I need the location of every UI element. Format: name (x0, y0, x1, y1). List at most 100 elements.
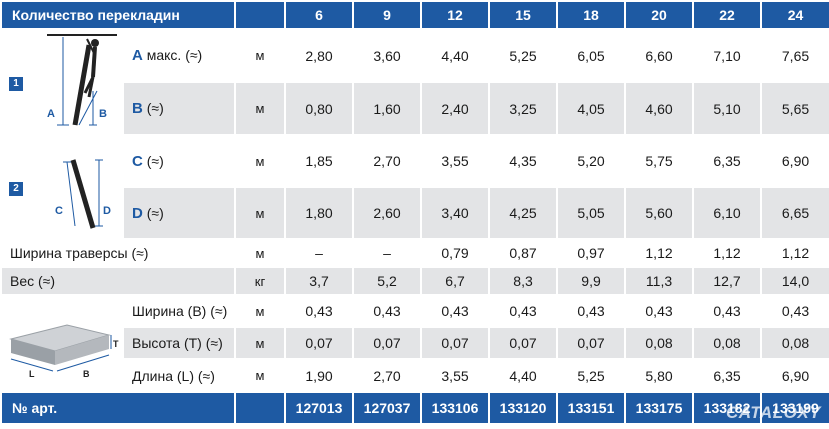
ladder-label-a: A (47, 108, 55, 120)
row-unit: м (234, 28, 287, 83)
table-cell: 4,40 (420, 28, 491, 83)
table-cell: 6,35 (692, 134, 763, 188)
table-cell: 0,43 (556, 294, 627, 328)
article-number: 127013 (284, 391, 355, 425)
article-number: 127037 (352, 391, 423, 425)
table-row: Вес (≈) кг 3,7 5,2 6,7 8,3 9,9 11,3 12,7… (0, 266, 829, 296)
table-cell: 5,75 (624, 134, 695, 188)
package-icon: T L B (0, 294, 124, 393)
table-cell: 1,90 (284, 358, 355, 393)
table-cell: 4,05 (556, 81, 627, 136)
table-row: 2 C D C (≈) м 1,85 2,70 3,55 4,35 5,20 5… (0, 134, 829, 240)
header-rungs: 20 (624, 0, 695, 30)
table-cell: 2,70 (352, 358, 423, 393)
header-rungs: 12 (420, 0, 491, 30)
package-label-t: T (113, 339, 119, 349)
table-cell: 0,79 (420, 238, 491, 268)
header-title: Количество перекладин (0, 0, 237, 30)
table-cell: 0,80 (284, 81, 355, 136)
table-cell: 3,25 (488, 81, 559, 136)
row-unit: м (234, 186, 287, 240)
table-cell: 9,9 (556, 266, 627, 296)
row-label: C (≈) (121, 134, 237, 188)
table-cell: 0,08 (760, 326, 829, 360)
table-cell: 12,7 (692, 266, 763, 296)
group2-badge: 2 (9, 182, 23, 196)
table-cell: 2,70 (352, 134, 423, 188)
ladder-leaning-drawing: A B (47, 33, 117, 125)
group1-badge: 1 (9, 77, 23, 91)
article-label: № арт. (0, 391, 237, 425)
table-cell: 1,12 (692, 238, 763, 268)
table-cell: 0,43 (352, 294, 423, 328)
row-unit: м (234, 294, 287, 328)
row-unit: м (234, 326, 287, 360)
package-label-b: B (83, 369, 90, 379)
table-cell: 6,90 (760, 134, 829, 188)
table-cell: 0,07 (556, 326, 627, 360)
header-rungs: 22 (692, 0, 763, 30)
table-cell: 1,85 (284, 134, 355, 188)
table-row: Высота (T) (≈) м 0,07 0,07 0,07 0,07 0,0… (1, 326, 829, 360)
row-label: B (≈) (121, 81, 237, 136)
header-rungs: 15 (488, 0, 559, 30)
table-cell: 3,60 (352, 28, 423, 83)
traverse-label: Ширина траверсы (≈) (0, 238, 237, 268)
weight-label: Вес (≈) (0, 266, 237, 296)
table-cell: 0,07 (284, 326, 355, 360)
article-number: 133120 (488, 391, 559, 425)
table-cell: 5,80 (624, 358, 695, 393)
table-row: B (≈) м 0,80 1,60 2,40 3,25 4,05 4,60 5,… (1, 81, 829, 136)
table-cell: 0,07 (420, 326, 491, 360)
article-number: 133199 (760, 391, 829, 425)
table-cell: 8,3 (488, 266, 559, 296)
row-label: Длина (L) (≈) (121, 358, 237, 393)
table-cell: 0,43 (488, 294, 559, 328)
table-cell: 0,43 (624, 294, 695, 328)
header-unit-blank (234, 0, 287, 30)
table-cell: 1,12 (624, 238, 695, 268)
article-unit-blank (234, 391, 287, 425)
table-cell: 2,60 (352, 186, 423, 240)
table-cell: 0,07 (488, 326, 559, 360)
table-cell: 6,35 (692, 358, 763, 393)
watermark: CATALOXY (726, 403, 821, 422)
table-cell: 3,55 (420, 134, 491, 188)
article-number: 133151 (556, 391, 627, 425)
group2-badge-cell: 2 (0, 134, 32, 240)
package-label-l: L (29, 369, 35, 379)
table-cell: 6,05 (556, 28, 627, 83)
header-rungs: 9 (352, 0, 423, 30)
ladder-standalone-drawing: C D (55, 158, 111, 229)
header-rungs: 18 (556, 0, 627, 30)
article-row: № арт. 127013 127037 133106 133120 13315… (0, 391, 829, 425)
table-cell: 5,10 (692, 81, 763, 136)
table-cell: 2,40 (420, 81, 491, 136)
table-cell: 4,25 (488, 186, 559, 240)
table-cell: 5,60 (624, 186, 695, 240)
table-row: Ширина траверсы (≈) м – – 0,79 0,87 0,97… (0, 238, 829, 268)
table-cell: 6,65 (760, 186, 829, 240)
row-unit: кг (234, 266, 287, 296)
table-cell: 0,08 (624, 326, 695, 360)
article-number: 133106 (420, 391, 491, 425)
table-cell: 6,7 (420, 266, 491, 296)
table-cell: 5,25 (556, 358, 627, 393)
table-cell: 0,87 (488, 238, 559, 268)
row-label: Ширина (B) (≈) (121, 294, 237, 328)
table-cell: 1,80 (284, 186, 355, 240)
table-cell: 0,97 (556, 238, 627, 268)
table-cell: 11,3 (624, 266, 695, 296)
table-cell: 5,20 (556, 134, 627, 188)
table-cell: 6,60 (624, 28, 695, 83)
table-cell: 4,40 (488, 358, 559, 393)
table-cell: 3,40 (420, 186, 491, 240)
table-cell: 6,10 (692, 186, 763, 240)
ladder-label-d: D (103, 205, 111, 217)
table-row: Длина (L) (≈) м 1,90 2,70 3,55 4,40 5,25… (1, 358, 829, 393)
ladder-label-c: C (55, 205, 63, 217)
header-rungs: 6 (284, 0, 355, 30)
row-label: A макс. (≈) (121, 28, 237, 83)
table-cell: 0,43 (692, 294, 763, 328)
